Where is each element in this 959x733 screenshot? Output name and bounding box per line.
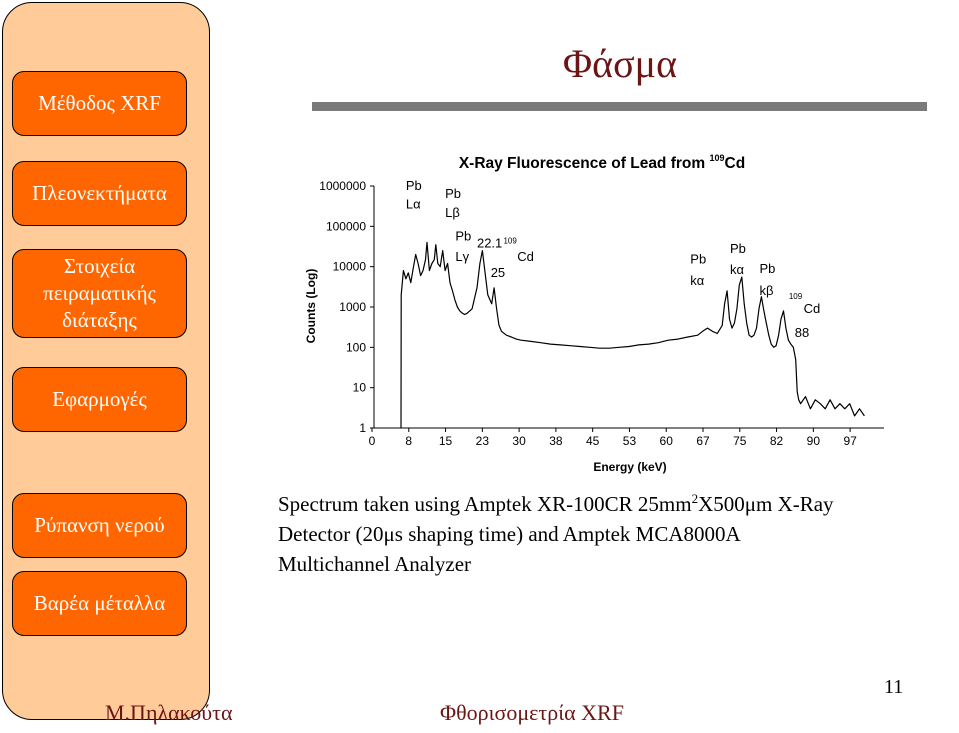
peak-annotation: kα [690,273,705,288]
peak-annotation: 109 [789,292,803,301]
x-tick-label: 8 [405,434,412,448]
peak-annotation: Pb [690,251,706,266]
peak-annotation: kβ [759,283,773,298]
x-tick-label: 82 [770,434,784,448]
peak-annotation: 25 [491,265,505,280]
y-tick-label: 10000 [333,260,367,274]
peak-annotation: kα [730,262,745,277]
nav-button-heavy-metals[interactable]: Βαρέα μέταλλα [12,571,187,636]
footer-author: Μ.Πηλακούτα [105,700,233,725]
chart-title-tail: Cd [725,155,746,172]
x-axis-label: Energy (keV) [593,460,666,474]
y-tick-label: 100000 [326,219,366,233]
nav-button-applications[interactable]: Εφαρμογές [12,367,187,432]
nav-button-xrf-method[interactable]: Μέθοδος XRF [12,71,187,136]
peak-annotation: Pb [445,186,461,201]
y-tick-label: 10 [353,381,367,395]
chart-title-superscript: 109 [709,153,724,163]
x-tick-label: 53 [623,434,637,448]
caption-line1-end: X500μm X-Ray [698,492,834,516]
x-tick-label: 0 [369,434,376,448]
peak-annotation: Lα [406,196,421,211]
peak-annotation: Lγ [455,249,469,264]
spectrum-series-line [400,241,865,429]
peak-annotation: 22.1 [477,235,502,250]
xrf-spectrum-chart: X-Ray Fluorescence of Lead from 109Cd Co… [304,153,884,474]
x-tick-label: 38 [549,434,563,448]
nav-button-experimental-setup[interactable]: Στοιχεία πειραματικής διάταξης [12,249,187,338]
y-tick-label: 1 [359,421,366,435]
x-tick-label: 97 [843,434,857,448]
peak-annotation: Cd [804,301,821,316]
title-divider [312,102,927,111]
y-tick-label: 1000 [339,300,366,314]
x-tick-label: 23 [476,434,490,448]
y-tick-label: 100 [346,340,366,354]
x-tick-label: 90 [807,434,821,448]
slide-title: Φάσμα [562,41,678,86]
nav-button-water-pollution[interactable]: Ρύπανση νερού [12,493,187,558]
caption-line2: Detector (20μs shaping time) and Amptek … [278,522,741,546]
peak-annotation: Pb [406,178,422,193]
peak-annotation: Pb [759,261,775,276]
nav-button-advantages[interactable]: Πλεονεκτήματα [12,161,187,226]
x-tick-label: 75 [733,434,747,448]
x-tick-label: 45 [586,434,600,448]
footer-topic: Φθορισομετρία XRF [440,700,624,725]
x-tick-label: 15 [439,434,453,448]
caption-line1: Spectrum taken using Amptek XR-100CR 25m… [278,492,692,516]
peak-annotation: 109 [503,237,517,246]
chart-title: X-Ray Fluorescence of Lead from [459,155,710,172]
spectrum-caption: Spectrum taken using Amptek XR-100CR 25m… [278,484,958,579]
x-tick-label: 60 [660,434,674,448]
peak-annotation: Cd [517,249,534,264]
page-number: 11 [884,676,904,698]
peak-annotation: Lβ [445,205,460,220]
svg-text:X-Ray Fluorescence of Lead fro: X-Ray Fluorescence of Lead from 109Cd [459,153,745,172]
caption-line3: Multichannel Analyzer [278,552,472,576]
peak-annotation: Pb [730,241,746,256]
y-axis-label: Counts (Log) [304,269,318,344]
caption-superscript: 2 [691,491,699,506]
peak-annotation: Pb [455,228,471,243]
peak-annotation: 88 [795,325,809,340]
y-tick-label: 1000000 [319,179,366,193]
x-tick-label: 67 [696,434,710,448]
x-tick-label: 30 [512,434,526,448]
